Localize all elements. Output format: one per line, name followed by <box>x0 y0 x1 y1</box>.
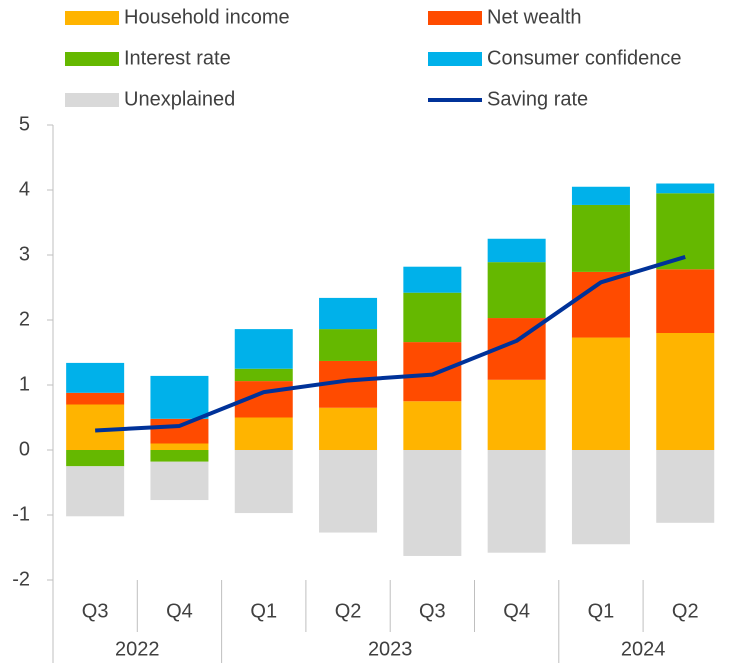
x-tick-label: Q4 <box>503 600 530 622</box>
bar <box>66 362 125 393</box>
x-group-label: 2023 <box>368 638 413 660</box>
bar <box>319 297 378 330</box>
bar <box>234 417 293 450</box>
legend-label: Consumer confidence <box>487 47 682 69</box>
y-tick-label: -2 <box>12 568 30 590</box>
y-tick-label: 4 <box>19 178 30 200</box>
bar <box>319 329 378 361</box>
x-group-label: 2024 <box>621 638 666 660</box>
bar <box>234 329 293 369</box>
legend-swatch <box>65 11 119 25</box>
bar <box>403 401 462 450</box>
bar <box>487 238 546 263</box>
bar <box>571 204 630 272</box>
bar <box>150 375 209 419</box>
x-tick-label: Q1 <box>250 600 277 622</box>
bar <box>150 418 209 444</box>
bar <box>403 292 462 343</box>
x-tick-label: Q4 <box>166 600 193 622</box>
legend-swatch <box>65 52 119 66</box>
y-tick-label: 5 <box>19 113 30 135</box>
legend-swatch <box>428 52 482 66</box>
x-tick-label: Q3 <box>419 600 446 622</box>
bar <box>403 266 462 293</box>
bar <box>571 337 630 450</box>
bar <box>571 450 630 545</box>
bar <box>656 193 715 270</box>
bar <box>319 450 378 533</box>
legend-label: Unexplained <box>124 88 235 110</box>
bar <box>319 407 378 450</box>
bar <box>234 368 293 382</box>
y-tick-label: 3 <box>19 243 30 265</box>
bar <box>487 262 546 319</box>
bar <box>487 450 546 553</box>
bar <box>571 186 630 205</box>
x-tick-label: Q2 <box>672 600 699 622</box>
bar <box>150 443 209 450</box>
bar <box>66 450 125 467</box>
x-tick-label: Q2 <box>335 600 362 622</box>
x-group-label: 2022 <box>115 638 160 660</box>
legend-label: Interest rate <box>124 47 231 69</box>
bar <box>150 450 209 462</box>
bar <box>150 461 209 501</box>
line <box>95 255 686 433</box>
legend-label: Saving rate <box>487 88 588 110</box>
bar <box>656 269 715 333</box>
legend-swatch <box>428 11 482 25</box>
y-tick-label: 0 <box>19 438 30 460</box>
bar <box>234 450 293 514</box>
legend-label: Household income <box>124 6 290 28</box>
x-tick-label: Q1 <box>588 600 615 622</box>
bar <box>656 450 715 523</box>
bar <box>656 333 715 450</box>
y-tick-label: 1 <box>19 373 30 395</box>
bar <box>656 183 715 194</box>
bar <box>487 379 546 450</box>
bar <box>66 466 125 517</box>
bar <box>403 450 462 556</box>
y-tick-label: -1 <box>12 503 30 525</box>
legend-swatch <box>65 93 119 107</box>
bar <box>403 342 462 402</box>
bar <box>66 404 125 450</box>
legend-label: Net wealth <box>487 6 582 28</box>
bar <box>66 392 125 405</box>
x-tick-label: Q3 <box>82 600 109 622</box>
y-tick-label: 2 <box>19 308 30 330</box>
